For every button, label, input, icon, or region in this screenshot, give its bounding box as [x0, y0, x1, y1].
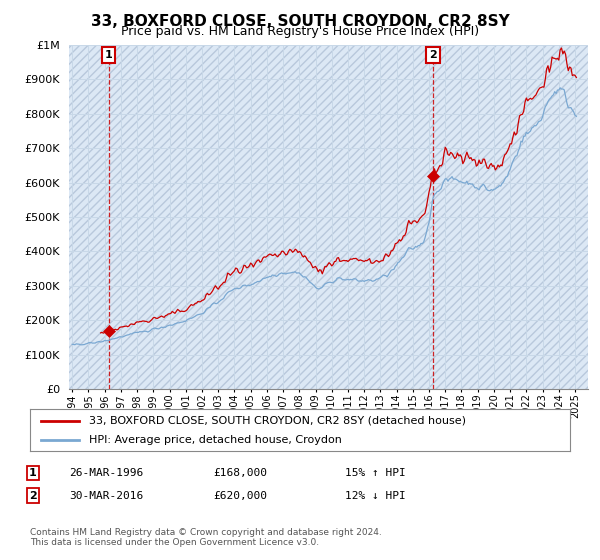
Text: 26-MAR-1996: 26-MAR-1996: [69, 468, 143, 478]
Text: 2: 2: [429, 50, 437, 60]
Text: 12% ↓ HPI: 12% ↓ HPI: [345, 491, 406, 501]
Text: HPI: Average price, detached house, Croydon: HPI: Average price, detached house, Croy…: [89, 435, 342, 445]
Text: 33, BOXFORD CLOSE, SOUTH CROYDON, CR2 8SY: 33, BOXFORD CLOSE, SOUTH CROYDON, CR2 8S…: [91, 14, 509, 29]
Text: 1: 1: [105, 50, 113, 60]
Text: 1: 1: [29, 468, 37, 478]
Text: 30-MAR-2016: 30-MAR-2016: [69, 491, 143, 501]
Text: 15% ↑ HPI: 15% ↑ HPI: [345, 468, 406, 478]
Text: 33, BOXFORD CLOSE, SOUTH CROYDON, CR2 8SY (detached house): 33, BOXFORD CLOSE, SOUTH CROYDON, CR2 8S…: [89, 416, 466, 426]
Text: £168,000: £168,000: [213, 468, 267, 478]
Text: Contains HM Land Registry data © Crown copyright and database right 2024.
This d: Contains HM Land Registry data © Crown c…: [30, 528, 382, 547]
Text: £620,000: £620,000: [213, 491, 267, 501]
Text: 2: 2: [29, 491, 37, 501]
Text: Price paid vs. HM Land Registry's House Price Index (HPI): Price paid vs. HM Land Registry's House …: [121, 25, 479, 38]
